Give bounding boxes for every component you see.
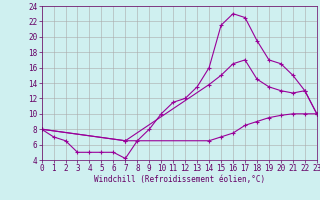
X-axis label: Windchill (Refroidissement éolien,°C): Windchill (Refroidissement éolien,°C) (94, 175, 265, 184)
